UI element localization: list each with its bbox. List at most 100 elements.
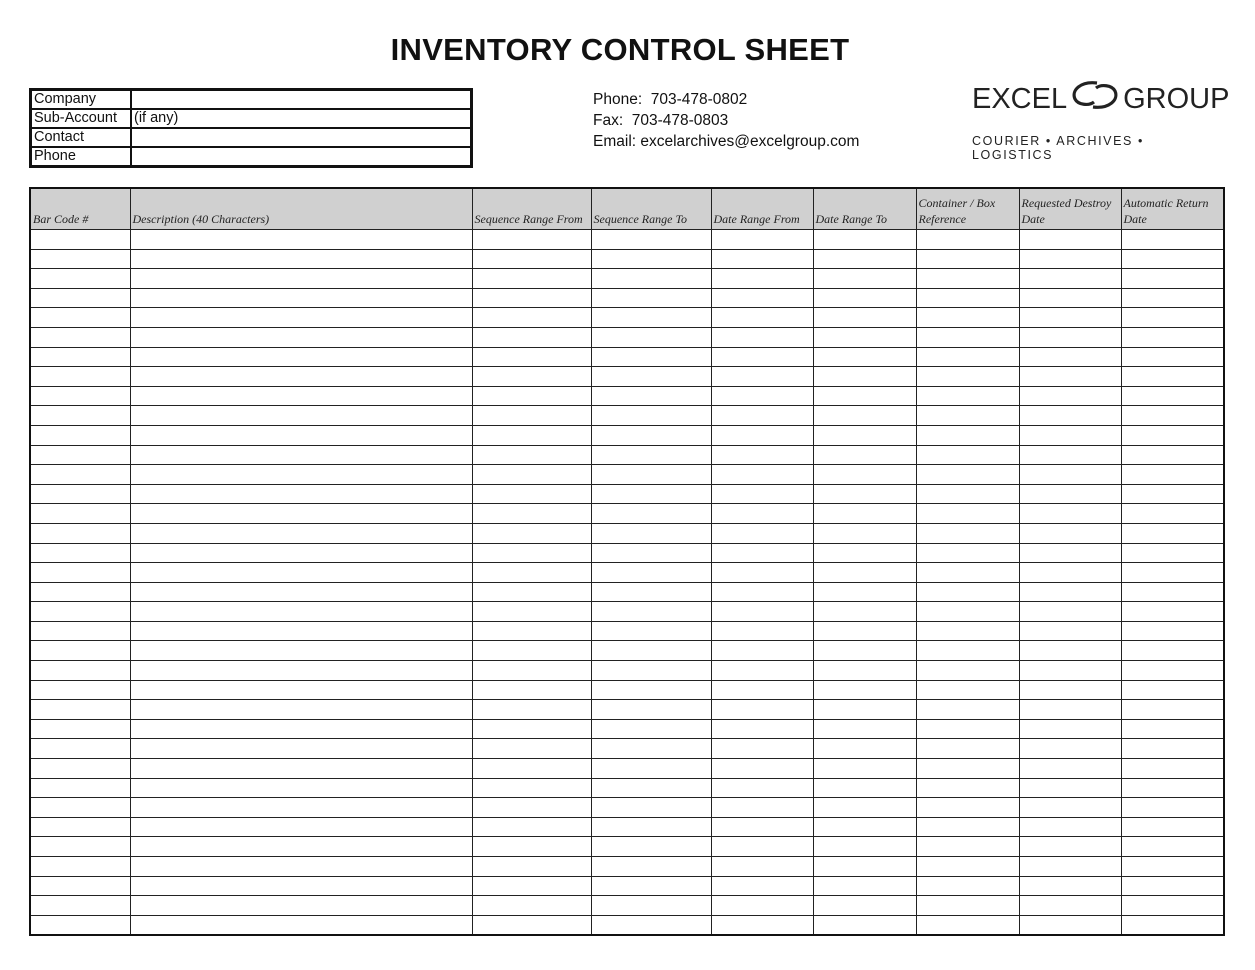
table-cell[interactable] xyxy=(29,601,131,622)
table-cell[interactable] xyxy=(1018,307,1122,328)
table-cell[interactable] xyxy=(129,895,473,916)
table-cell[interactable] xyxy=(590,660,712,681)
table-cell[interactable] xyxy=(1018,816,1122,838)
table-cell[interactable] xyxy=(812,816,917,838)
table-cell[interactable] xyxy=(129,248,473,270)
table-cell[interactable] xyxy=(129,424,473,446)
table-cell[interactable] xyxy=(710,366,814,387)
table-cell[interactable] xyxy=(471,483,592,505)
table-cell[interactable] xyxy=(710,424,814,446)
table-cell[interactable] xyxy=(1120,424,1225,446)
table-cell[interactable] xyxy=(812,405,917,426)
table-cell[interactable] xyxy=(29,248,131,270)
table-cell[interactable] xyxy=(129,758,473,779)
table-cell[interactable] xyxy=(1120,248,1225,270)
table-cell[interactable] xyxy=(471,268,592,289)
table-cell[interactable] xyxy=(471,660,592,681)
table-cell[interactable] xyxy=(29,856,131,877)
table-cell[interactable] xyxy=(129,464,473,485)
table-cell[interactable] xyxy=(710,385,814,407)
table-cell[interactable] xyxy=(710,287,814,309)
table-cell[interactable] xyxy=(129,679,473,701)
table-cell[interactable] xyxy=(590,307,712,328)
table-cell[interactable] xyxy=(29,679,131,701)
table-cell[interactable] xyxy=(812,229,917,250)
table-cell[interactable] xyxy=(1018,229,1122,250)
table-cell[interactable] xyxy=(1018,483,1122,505)
table-cell[interactable] xyxy=(29,229,131,250)
table-cell[interactable] xyxy=(1120,464,1225,485)
table-cell[interactable] xyxy=(590,856,712,877)
table-cell[interactable] xyxy=(471,620,592,642)
table-cell[interactable] xyxy=(29,718,131,740)
table-cell[interactable] xyxy=(29,444,131,466)
table-cell[interactable] xyxy=(590,385,712,407)
table-cell[interactable] xyxy=(471,385,592,407)
table-cell[interactable] xyxy=(29,758,131,779)
table-cell[interactable] xyxy=(1120,287,1225,309)
table-cell[interactable] xyxy=(29,660,131,681)
table-cell[interactable] xyxy=(471,346,592,368)
table-cell[interactable] xyxy=(915,620,1020,642)
table-cell[interactable] xyxy=(812,542,917,564)
table-cell[interactable] xyxy=(710,307,814,328)
table-cell[interactable] xyxy=(1120,483,1225,505)
table-cell[interactable] xyxy=(29,836,131,857)
table-cell[interactable] xyxy=(812,522,917,544)
table-cell[interactable] xyxy=(129,856,473,877)
table-cell[interactable] xyxy=(129,777,473,799)
contact-field[interactable] xyxy=(130,127,473,148)
table-cell[interactable] xyxy=(29,620,131,642)
table-cell[interactable] xyxy=(1120,444,1225,466)
table-cell[interactable] xyxy=(590,718,712,740)
table-cell[interactable] xyxy=(710,856,814,877)
table-cell[interactable] xyxy=(129,444,473,466)
table-cell[interactable] xyxy=(1018,856,1122,877)
table-cell[interactable] xyxy=(710,503,814,524)
table-cell[interactable] xyxy=(710,738,814,760)
table-cell[interactable] xyxy=(812,307,917,328)
table-cell[interactable] xyxy=(590,522,712,544)
table-cell[interactable] xyxy=(1018,660,1122,681)
table-cell[interactable] xyxy=(129,581,473,603)
table-cell[interactable] xyxy=(590,562,712,583)
company-field[interactable] xyxy=(130,88,473,110)
table-cell[interactable] xyxy=(129,503,473,524)
table-cell[interactable] xyxy=(1120,229,1225,250)
table-cell[interactable] xyxy=(129,914,473,936)
table-cell[interactable] xyxy=(471,718,592,740)
table-cell[interactable] xyxy=(29,895,131,916)
table-cell[interactable] xyxy=(1018,424,1122,446)
table-cell[interactable] xyxy=(710,464,814,485)
table-cell[interactable] xyxy=(812,483,917,505)
table-cell[interactable] xyxy=(471,248,592,270)
table-cell[interactable] xyxy=(590,287,712,309)
table-cell[interactable] xyxy=(471,542,592,564)
table-cell[interactable] xyxy=(1018,875,1122,897)
table-cell[interactable] xyxy=(915,346,1020,368)
table-cell[interactable] xyxy=(471,914,592,936)
table-cell[interactable] xyxy=(915,699,1020,720)
table-cell[interactable] xyxy=(471,326,592,348)
table-cell[interactable] xyxy=(29,542,131,564)
table-cell[interactable] xyxy=(1018,895,1122,916)
table-cell[interactable] xyxy=(129,229,473,250)
table-cell[interactable] xyxy=(471,758,592,779)
table-cell[interactable] xyxy=(915,640,1020,662)
table-cell[interactable] xyxy=(915,424,1020,446)
table-cell[interactable] xyxy=(1120,738,1225,760)
table-cell[interactable] xyxy=(590,346,712,368)
table-cell[interactable] xyxy=(1018,601,1122,622)
table-cell[interactable] xyxy=(129,620,473,642)
table-cell[interactable] xyxy=(590,601,712,622)
table-cell[interactable] xyxy=(710,542,814,564)
table-cell[interactable] xyxy=(1018,346,1122,368)
table-cell[interactable] xyxy=(915,464,1020,485)
table-cell[interactable] xyxy=(1120,875,1225,897)
table-cell[interactable] xyxy=(1120,326,1225,348)
table-cell[interactable] xyxy=(29,326,131,348)
table-cell[interactable] xyxy=(590,326,712,348)
table-cell[interactable] xyxy=(915,522,1020,544)
table-cell[interactable] xyxy=(471,366,592,387)
table-cell[interactable] xyxy=(812,346,917,368)
